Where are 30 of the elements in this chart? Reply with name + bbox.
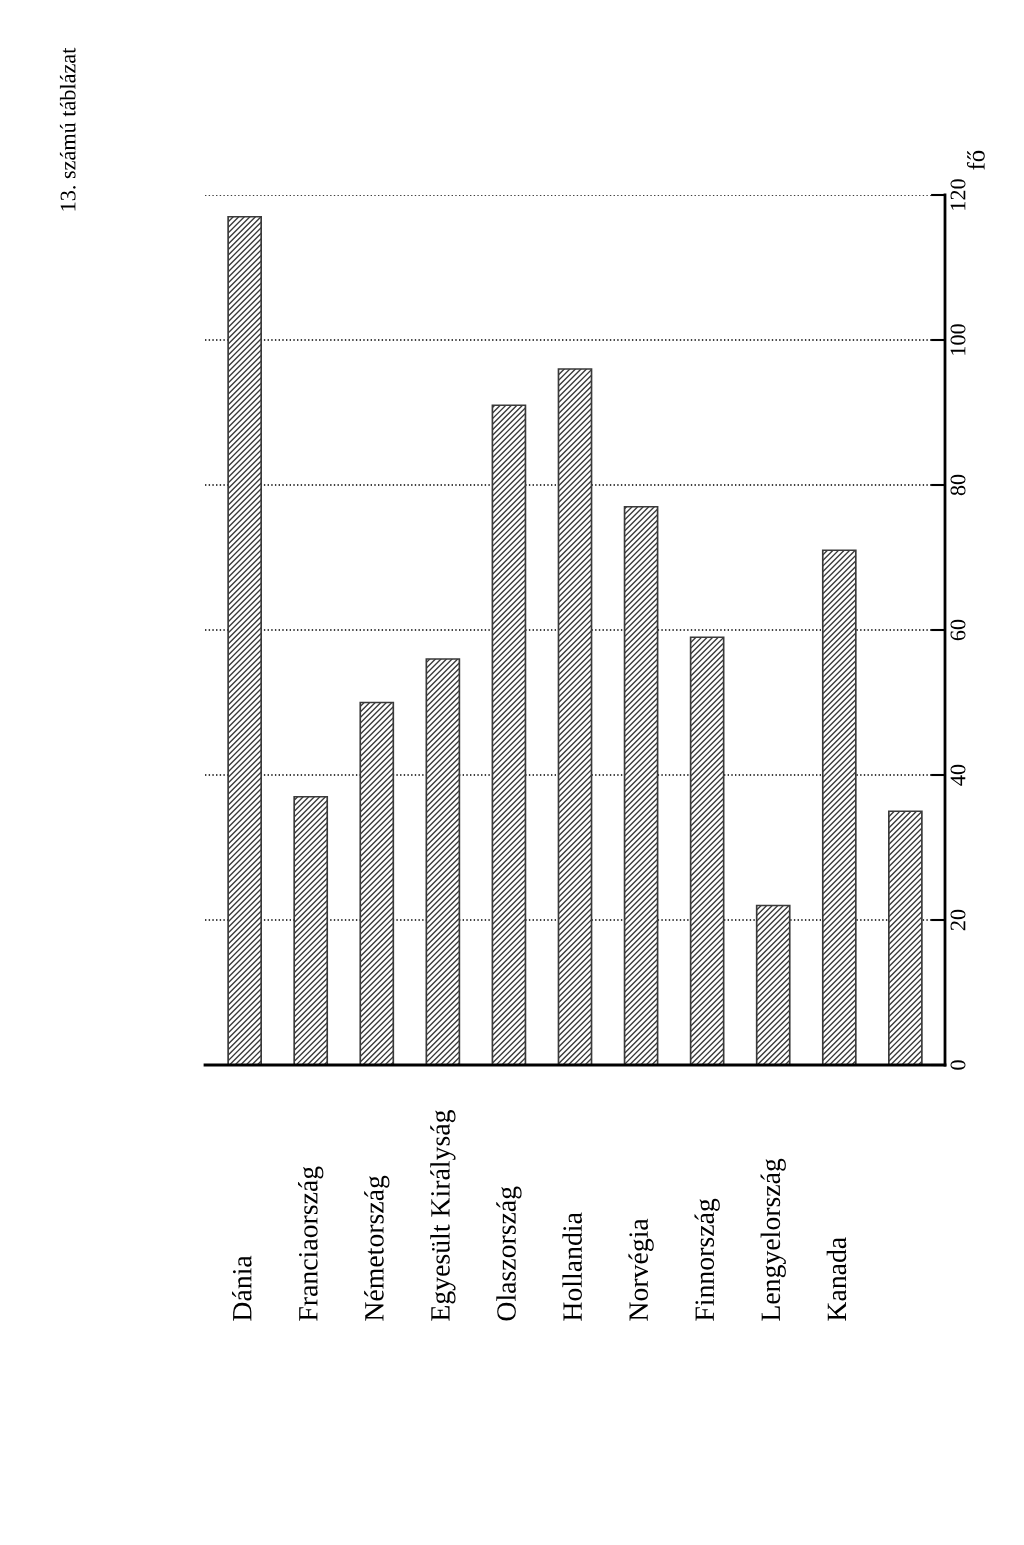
bar [359,701,395,1065]
bar [755,904,791,1065]
x-tick-label: Kanada [826,1237,847,1321]
y-tick-label: 80 [950,474,966,496]
chart-title: 13. számú táblázat [59,47,76,211]
x-tick-label: Finnország [694,1198,720,1321]
y-tick-label: 0 [950,1060,966,1070]
x-tick-label: Egyesült Királyság [430,1110,456,1321]
y-tick-label: 60 [950,619,966,641]
y-tick-label: 40 [950,764,966,786]
x-tick-label: Franciaország [298,1166,324,1321]
x-tick-label: Olaszország [496,1186,522,1321]
bar [888,810,923,1065]
y-tick-label: 20 [950,909,966,931]
bar [821,549,857,1065]
bar [557,368,593,1065]
y-tick-label: 100 [950,324,966,355]
bar [491,404,527,1065]
bar [623,505,659,1065]
x-tick-label: Németország [364,1175,390,1321]
x-tick-label: Norvégia [628,1218,654,1321]
y-axis-title: fő [966,150,985,170]
bar [425,658,461,1065]
x-tick-label: Dánia [232,1255,252,1321]
y-tick-label: 120 [950,179,966,210]
bar [689,636,725,1065]
x-tick-label: Hollandia [562,1212,582,1321]
bar [293,795,329,1065]
x-tick-label: Lengyelország [760,1158,786,1321]
bar [227,215,262,1065]
